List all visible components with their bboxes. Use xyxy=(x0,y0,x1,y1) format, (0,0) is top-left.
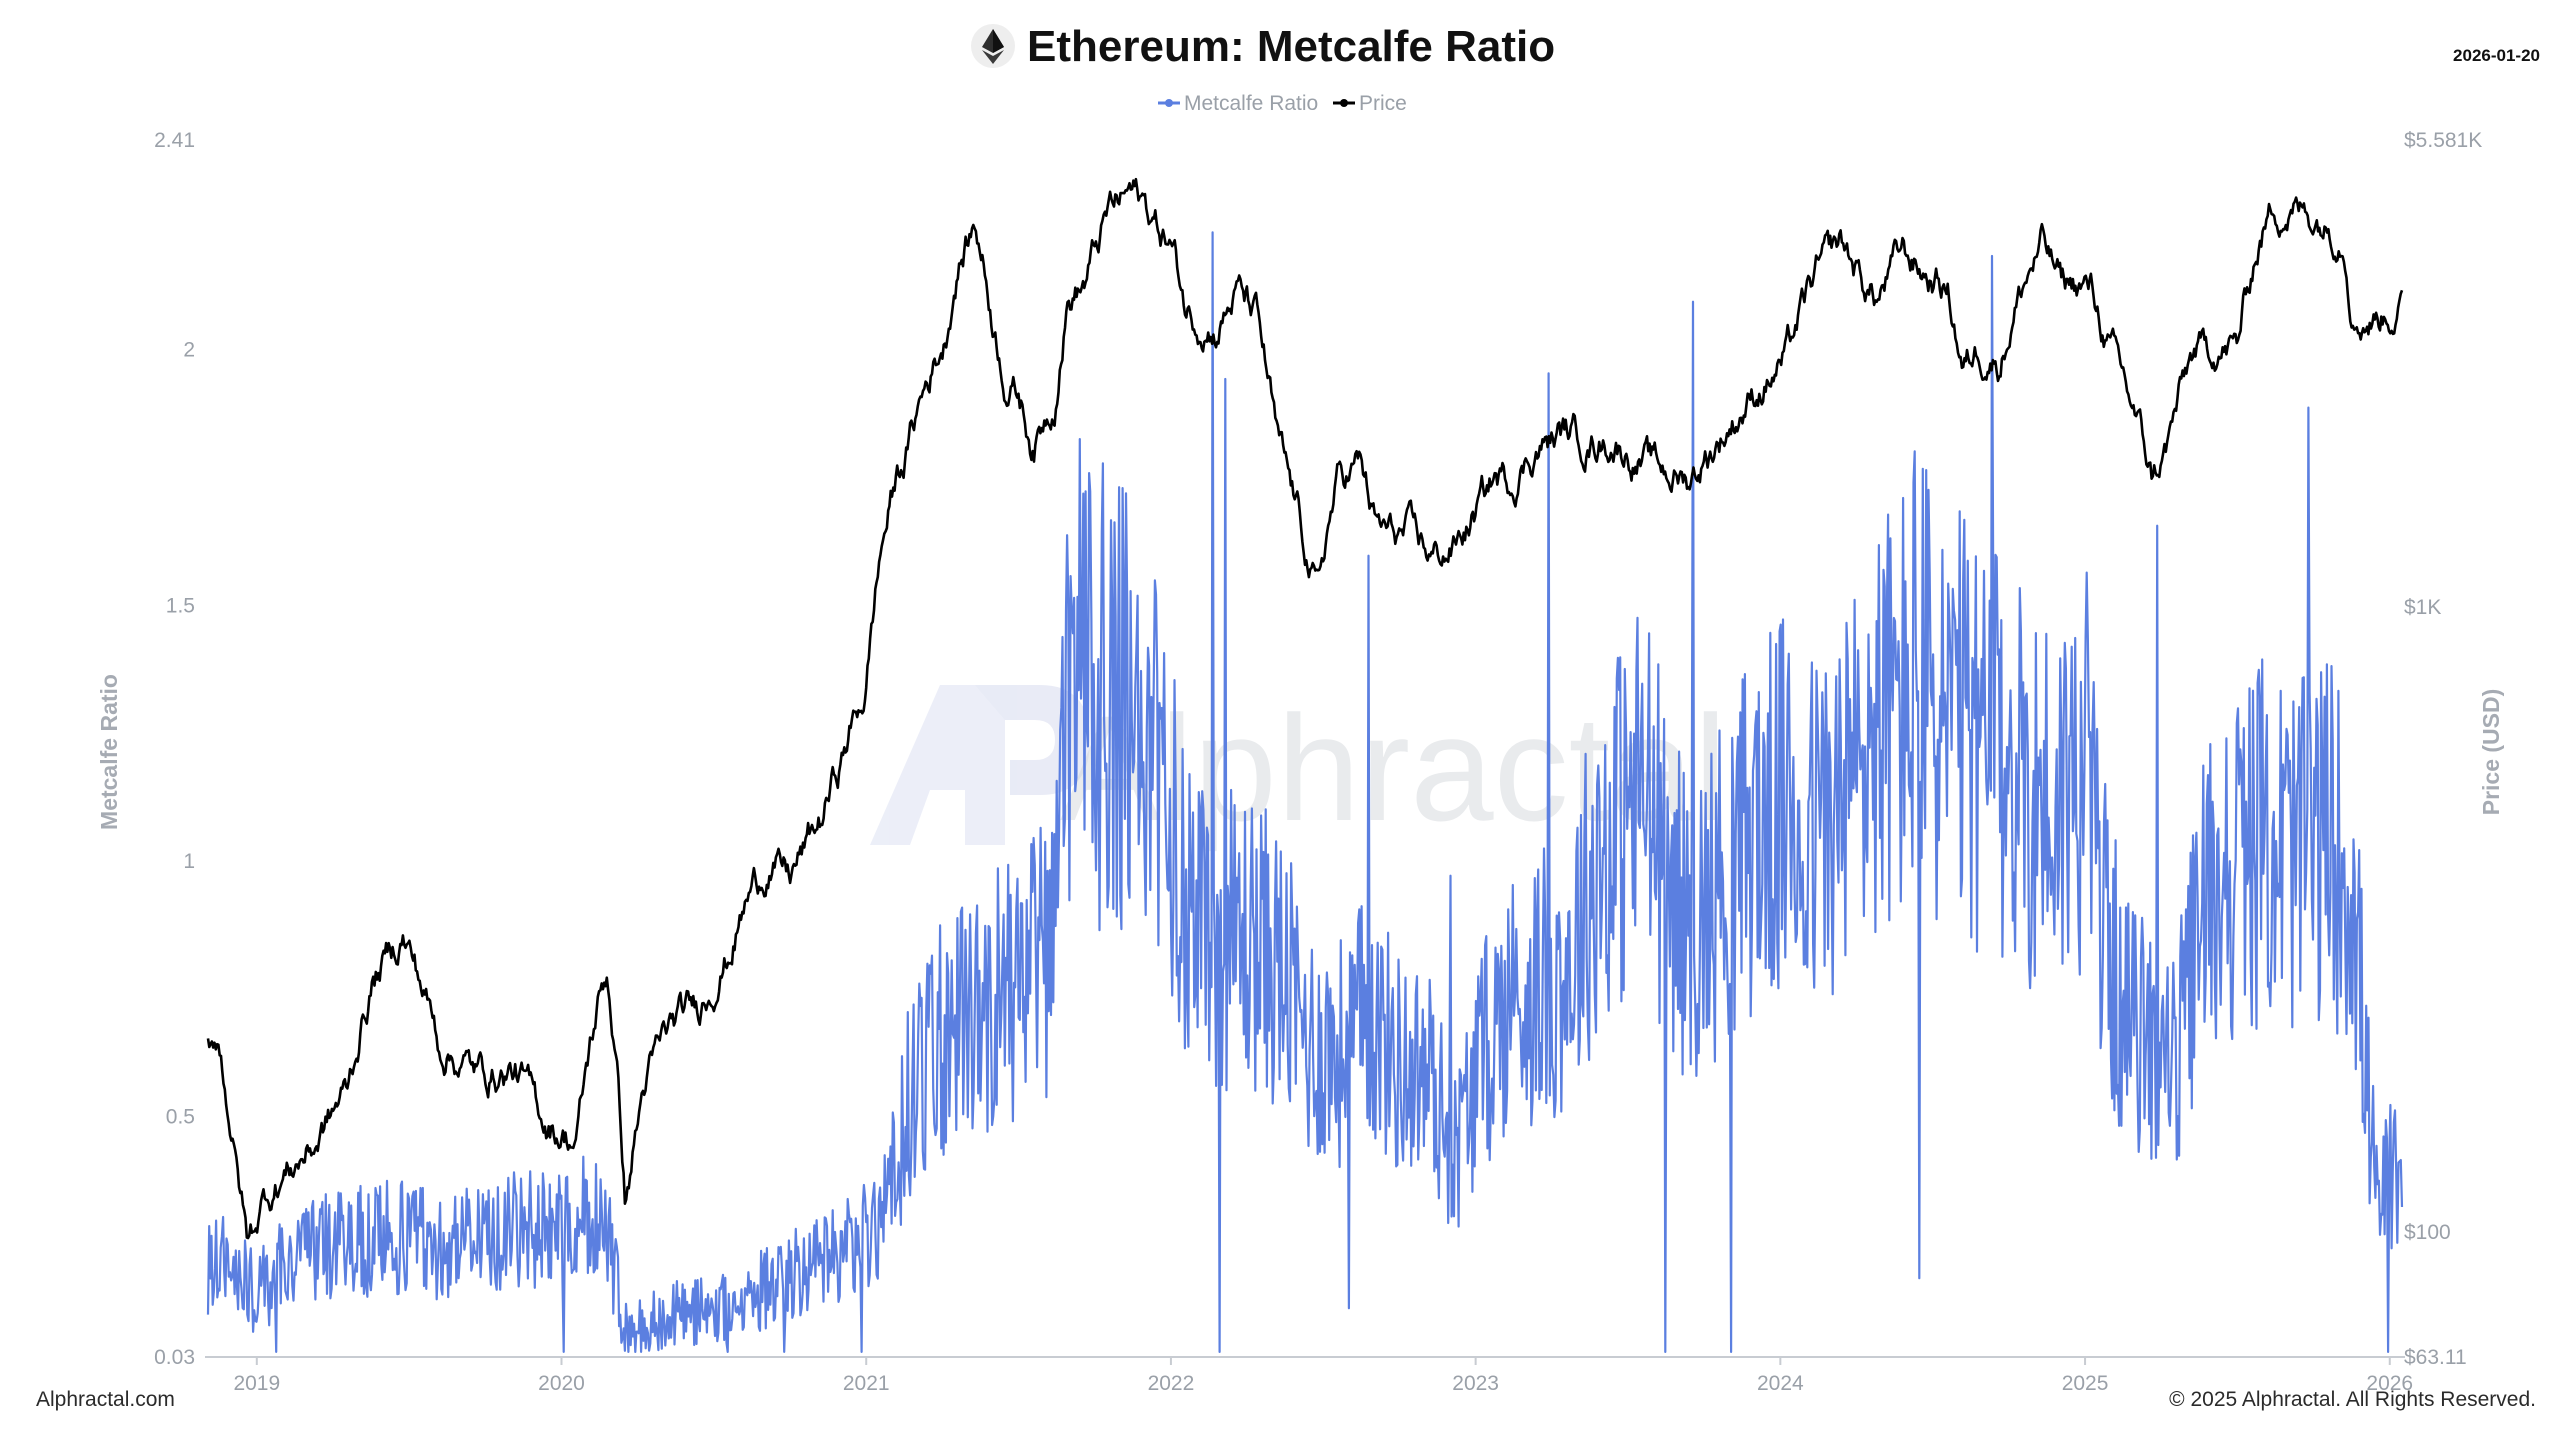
y-right-tick-label: $100 xyxy=(2404,1221,2451,1244)
legend-item-metcalfe-ratio[interactable]: Metcalfe Ratio xyxy=(1158,92,1318,115)
y-left-axis-title: Metcalfe Ratio xyxy=(96,674,122,830)
chart-title: Ethereum: Metcalfe Ratio xyxy=(1027,22,1555,71)
y-left-tick-label: 0.5 xyxy=(166,1106,195,1129)
chart-series xyxy=(206,177,2404,1353)
y-left-tick-label: 1.5 xyxy=(166,594,195,617)
series-line-metcalfe-ratio xyxy=(206,231,2404,1353)
x-tick-label: 2026 xyxy=(2366,1372,2413,1395)
y-left-tick-label: 1 xyxy=(183,850,195,873)
x-tick-label: 2025 xyxy=(2062,1372,2109,1395)
chart-date: 2026-01-20 xyxy=(2453,46,2540,65)
y-left-tick-label: 2 xyxy=(183,339,195,362)
series-line-price xyxy=(206,177,2404,1240)
x-tick-label: 2023 xyxy=(1452,1372,1499,1395)
footer-site[interactable]: Alphractal.com xyxy=(36,1388,175,1411)
y-right-tick-label: $5.581K xyxy=(2404,129,2482,152)
y-right-tick-label: $1K xyxy=(2404,596,2441,619)
legend-item-price[interactable]: Price xyxy=(1333,92,1407,115)
x-tick-label: 2021 xyxy=(843,1372,890,1395)
y-right-axis-title: Price (USD) xyxy=(2478,689,2504,816)
y-right-tick-label: $63.11 xyxy=(2404,1346,2467,1369)
x-tick-label: 2024 xyxy=(1757,1372,1804,1395)
chart-legend[interactable]: Metcalfe Ratio Price xyxy=(1158,92,1407,115)
footer-copyright: © 2025 Alphractal. All Rights Reserved. xyxy=(2169,1388,2536,1411)
y-left-tick-label: 2.41 xyxy=(154,129,195,152)
x-tick-label: 2019 xyxy=(233,1372,280,1395)
x-tick-label: 2020 xyxy=(538,1372,585,1395)
y-left-tick-label: 0.03 xyxy=(154,1346,195,1369)
x-tick-label: 2022 xyxy=(1148,1372,1195,1395)
legend-label-metcalfe-ratio: Metcalfe Ratio xyxy=(1184,92,1318,115)
legend-label-price: Price xyxy=(1359,92,1407,115)
chart-ticks: 2019 2020 2021 2022 2023 2024 2025 2026 0.03 0.5 1… xyxy=(154,129,2482,1395)
ethereum-diamond-icon xyxy=(971,24,1015,68)
chart-header: Ethereum: Metcalfe Ratio 2026-01-20 xyxy=(971,22,2540,71)
